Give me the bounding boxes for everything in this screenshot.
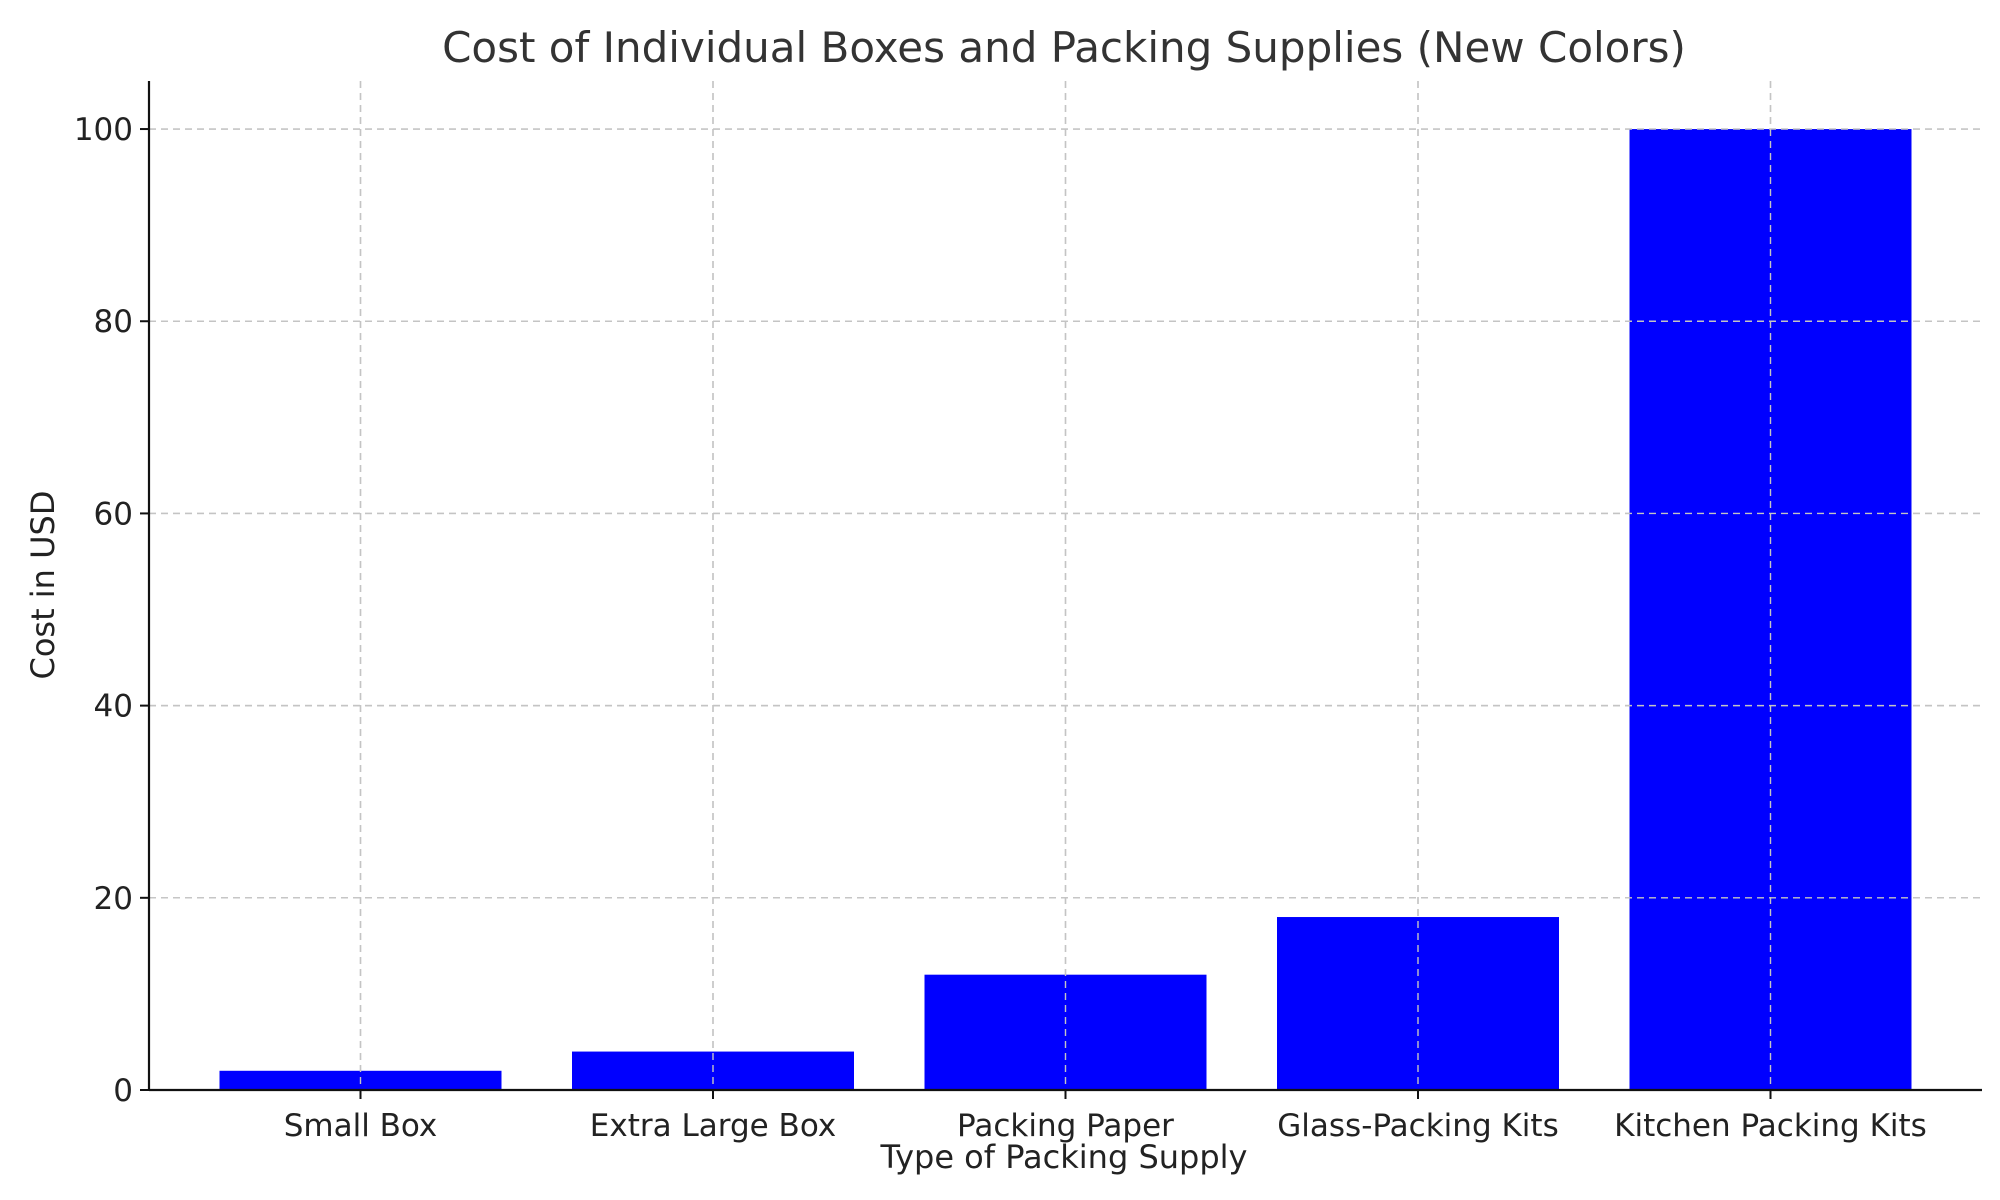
y-tick-label-0: 0 — [113, 1073, 133, 1109]
ticks-layer: 0 20 40 60 80 100 Small Box Extra Large Box Pack… — [74, 112, 1927, 1144]
x-tick-label-4: Kitchen Packing Kits — [1614, 1108, 1927, 1144]
x-tick-label-3: Glass-Packing Kits — [1277, 1108, 1558, 1144]
y-tick-label-1: 20 — [94, 881, 133, 917]
x-tick-label-2: Packing Paper — [957, 1108, 1174, 1144]
y-tick-label-5: 100 — [74, 112, 133, 148]
x-tick-label-0: Small Box — [284, 1108, 438, 1144]
x-axis-label: Type of Packing Supply — [880, 1138, 1248, 1176]
x-tick-label-1: Extra Large Box — [590, 1108, 836, 1144]
bar-glass-packing-kits — [1277, 917, 1559, 1090]
y-tick-label-3: 60 — [94, 496, 133, 532]
grid-overlay — [149, 81, 1982, 1090]
chart-title: Cost of Individual Boxes and Packing Sup… — [442, 23, 1686, 72]
y-axis-label: Cost in USD — [24, 490, 62, 679]
y-tick-label-2: 40 — [94, 689, 133, 725]
y-tick-label-4: 80 — [94, 304, 133, 340]
